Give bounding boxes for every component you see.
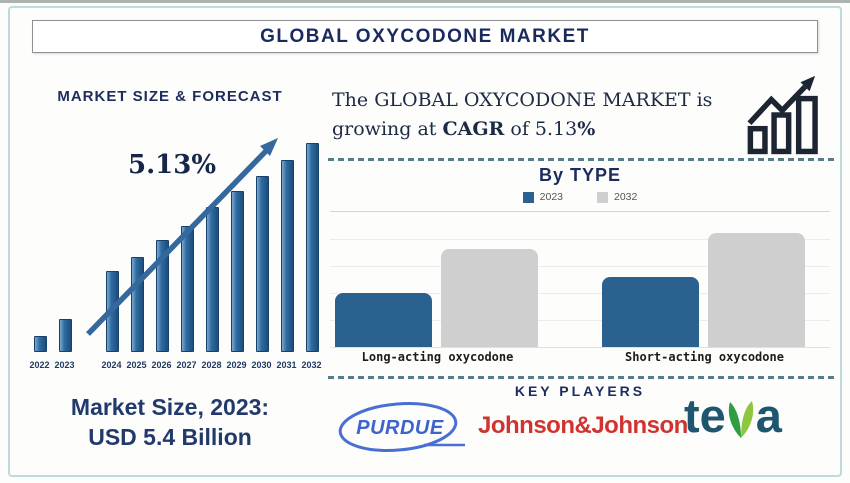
forecast-year-label: 2031 <box>276 360 297 370</box>
by-type-category-label: Short-acting oxycodone <box>625 350 784 364</box>
teva-text-right: a <box>755 389 782 442</box>
forecast-bar <box>34 335 47 352</box>
forecast-chart: 2022 2023 2024 2025 2026 2027 2028 2029 2030 2031… <box>20 112 322 370</box>
by-type-bar <box>708 233 805 347</box>
legend-item: 2023 <box>522 191 563 203</box>
teva-text-left: te <box>684 389 726 442</box>
forecast-year-label: 2022 <box>29 360 50 370</box>
legend-item: 2032 <box>597 191 637 203</box>
forecast-bar <box>131 256 144 352</box>
by-type-bar <box>335 293 432 347</box>
growth-percent: % <box>577 117 596 140</box>
title-box: GLOBAL OXYCODONE MARKET <box>32 20 818 53</box>
growth-cagr-word: CAGR <box>442 117 505 140</box>
forecast-year-label: 2027 <box>176 360 197 370</box>
purdue-wordmark: PURDUE <box>356 417 444 439</box>
by-type-bar <box>602 277 699 347</box>
forecast-year-label: 2023 <box>54 360 75 370</box>
separator-dashed-bottom <box>328 376 836 379</box>
growth-statement: The GLOBAL OXYCODONE MARKET is growing a… <box>332 86 732 143</box>
forecast-heading: MARKET SIZE & FORECAST <box>57 88 283 105</box>
forecast-bar <box>206 207 219 352</box>
growth-line2-prefix: growing at <box>332 117 443 140</box>
forecast-year-label: 2025 <box>126 360 147 370</box>
forecast-year-label: 2026 <box>151 360 172 370</box>
forecast-bar <box>231 190 244 352</box>
forecast-bar <box>106 271 119 352</box>
gridline <box>330 266 830 267</box>
market-size-callout: Market Size, 2023: USD 5.4 Billion <box>14 392 326 453</box>
growth-line2-middle: of 5.13 <box>504 117 578 140</box>
top-edge-line <box>0 0 850 3</box>
forecast-bar <box>256 176 269 352</box>
forecast-year-label: 2024 <box>101 360 122 370</box>
forecast-bar <box>306 143 319 352</box>
legend-swatch <box>522 191 534 203</box>
legend-label: 2032 <box>614 191 638 203</box>
forecast-bar <box>156 240 169 352</box>
by-type-chart: Long-acting oxycodone Short-acting oxycod… <box>330 211 830 364</box>
gridline <box>330 239 830 240</box>
by-type-legend: 2023 2032 <box>330 191 830 203</box>
gridline <box>330 293 830 294</box>
teva-leaf-v-icon <box>728 401 753 438</box>
by-type-bar <box>441 248 538 347</box>
cagr-annotation: 5.13% <box>128 150 217 180</box>
growth-chart-icon <box>747 75 818 155</box>
key-players-heading: KEY PLAYERS <box>514 383 646 399</box>
logo-purdue: PURDUE <box>336 400 466 462</box>
separator-dashed-top <box>328 158 836 161</box>
market-size-line1: Market Size, 2023: <box>70 394 270 420</box>
page-title: GLOBAL OXYCODONE MARKET <box>260 26 590 47</box>
by-type-group: Short-acting oxycodone <box>602 212 807 364</box>
purdue-swoosh-icon <box>338 402 465 452</box>
by-type-heading: By TYPE <box>538 165 622 185</box>
forecast-bar <box>281 159 294 352</box>
forecast-year-label: 2032 <box>301 360 322 370</box>
by-type-group: Long-acting oxycodone <box>335 212 540 364</box>
card-border <box>8 6 842 477</box>
forecast-year-label: 2029 <box>226 360 247 370</box>
forecast-bar <box>181 225 194 352</box>
gridline <box>330 320 830 321</box>
legend-label: 2023 <box>539 191 563 203</box>
logo-johnson-and-johnson: Johnson&Johnson <box>478 412 688 439</box>
legend-swatch <box>597 191 608 203</box>
forecast-bar <box>59 318 72 352</box>
forecast-year-label: 2030 <box>251 360 272 370</box>
logo-teva: te a <box>684 392 782 439</box>
chart-baseline <box>330 347 830 348</box>
forecast-year-label: 2028 <box>201 360 222 370</box>
market-size-line2: USD 5.4 Billion <box>88 424 252 451</box>
by-type-category-label: Long-acting oxycodone <box>361 350 514 364</box>
growth-line1: The GLOBAL OXYCODONE MARKET is <box>332 89 713 111</box>
